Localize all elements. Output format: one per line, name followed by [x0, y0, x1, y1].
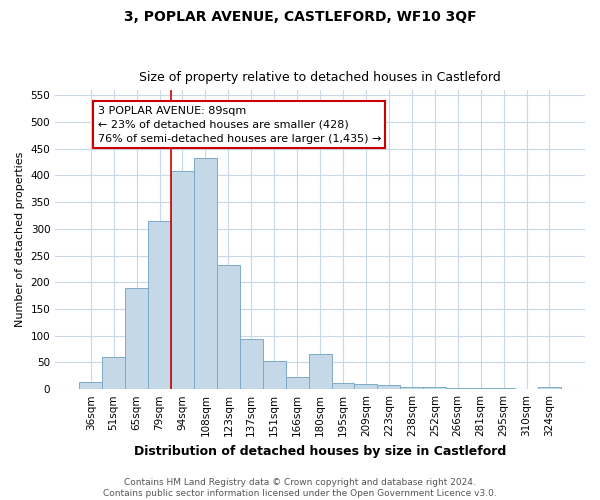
Bar [217, 264, 240, 389]
Text: Contains HM Land Registry data © Crown copyright and database right 2024.
Contai: Contains HM Land Registry data © Crown c… [103, 478, 497, 498]
Bar [194, 158, 217, 389]
Y-axis label: Number of detached properties: Number of detached properties [15, 152, 25, 327]
Bar [355, 384, 377, 389]
X-axis label: Distribution of detached houses by size in Castleford: Distribution of detached houses by size … [134, 444, 506, 458]
Bar [286, 377, 308, 389]
Title: Size of property relative to detached houses in Castleford: Size of property relative to detached ho… [139, 72, 501, 85]
Text: 3 POPLAR AVENUE: 89sqm
← 23% of detached houses are smaller (428)
76% of semi-de: 3 POPLAR AVENUE: 89sqm ← 23% of detached… [98, 106, 381, 144]
Bar [79, 382, 102, 389]
Bar [515, 388, 538, 389]
Bar [102, 357, 125, 389]
Bar [171, 171, 194, 389]
Bar [263, 362, 286, 389]
Bar [308, 354, 332, 389]
Bar [492, 388, 515, 389]
Bar [538, 386, 561, 389]
Bar [400, 386, 423, 389]
Bar [240, 339, 263, 389]
Bar [423, 387, 446, 389]
Bar [446, 388, 469, 389]
Bar [377, 386, 400, 389]
Text: 3, POPLAR AVENUE, CASTLEFORD, WF10 3QF: 3, POPLAR AVENUE, CASTLEFORD, WF10 3QF [124, 10, 476, 24]
Bar [148, 221, 171, 389]
Bar [125, 288, 148, 389]
Bar [332, 384, 355, 389]
Bar [469, 388, 492, 389]
